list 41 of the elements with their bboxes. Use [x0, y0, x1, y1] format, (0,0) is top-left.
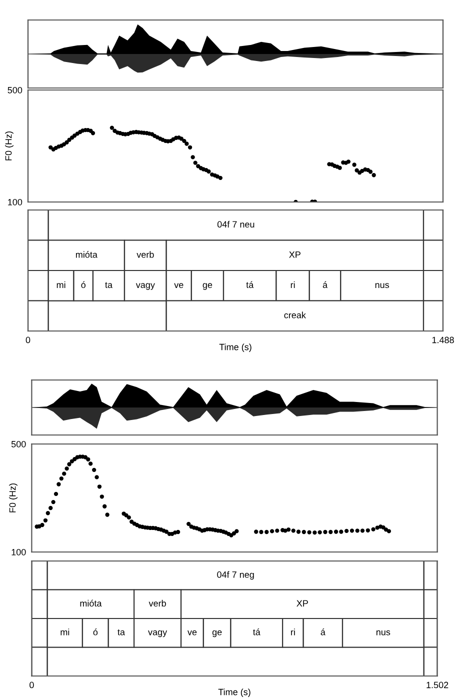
series-label: á [320, 628, 326, 636]
x-tick-label: 0 [30, 682, 34, 688]
series-label: vagy [136, 283, 155, 290]
series-label: verb [148, 600, 166, 607]
series-label: nus [376, 630, 390, 636]
x-tick-label: 1.502 [426, 682, 448, 688]
y-tick-label: 100 [12, 548, 26, 556]
y-axis-title: F0 (Hz) [5, 132, 14, 160]
series-label: vagy [148, 630, 168, 638]
series-label: tá [253, 628, 260, 636]
series-label: ve [188, 630, 197, 636]
y-tick-label: 500 [8, 86, 22, 94]
series-label: XP [296, 600, 308, 606]
y-tick-label: 500 [11, 440, 26, 448]
x-tick-label: 1.488 [432, 336, 454, 344]
series-label: á [322, 281, 328, 288]
y-tick-label: 100 [8, 198, 22, 206]
series-label: verb [136, 251, 154, 258]
series-label: 04f 7 neu [217, 220, 254, 228]
series-label: ta [105, 282, 113, 288]
x-tick-label: 0 [26, 336, 30, 344]
series-label: ge [212, 630, 222, 638]
series-label: mióta [80, 600, 102, 607]
series-label: mióta [76, 251, 98, 258]
series-label: nus [375, 283, 390, 288]
x-axis-title: Time (s) [218, 688, 250, 697]
series-label: XP [289, 252, 300, 258]
series-label: ge [202, 283, 212, 290]
series-label: ri [291, 628, 295, 636]
series-label: mi [60, 628, 70, 636]
series-label: ve [174, 283, 184, 288]
series-label: mi [56, 281, 66, 288]
x-axis-title: Time (s) [219, 344, 252, 352]
series-label: ta [118, 629, 125, 636]
series-label: creak [284, 312, 306, 318]
series-label: ri [290, 281, 295, 288]
series-label: tá [246, 281, 254, 288]
y-axis-title: F0 (Hz) [9, 484, 18, 512]
series-label: ó [93, 628, 98, 636]
series-label: 04f 7 neg [217, 571, 254, 580]
series-label: ó [81, 281, 86, 288]
